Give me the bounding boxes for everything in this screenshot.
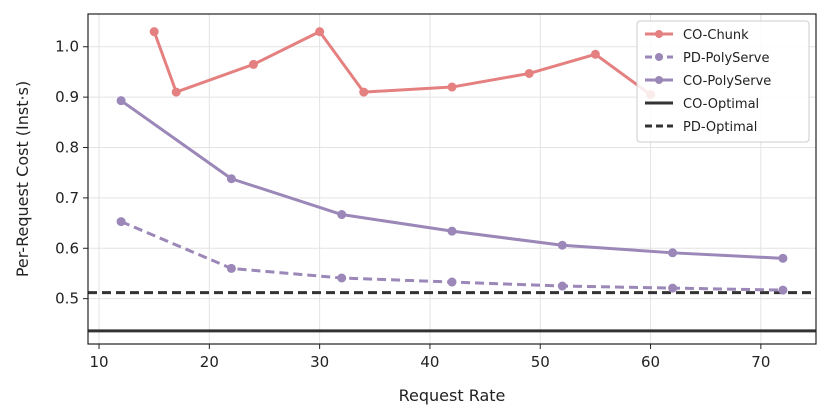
axis-ticks: 10 20 30 40 50 60 70 0.5 0.6 0.7 0.8 0.9 1.0 xyxy=(55,38,770,371)
data-point xyxy=(359,87,369,97)
data-point xyxy=(447,226,457,236)
legend-marker xyxy=(655,76,663,84)
data-point xyxy=(315,27,325,37)
data-point xyxy=(447,82,457,92)
data-point xyxy=(116,217,126,227)
legend-marker xyxy=(655,53,663,61)
data-point xyxy=(557,240,567,250)
legend-label: PD-PolyServe xyxy=(683,51,769,66)
data-point xyxy=(557,281,567,291)
reference-lines xyxy=(88,291,816,333)
legend-label: CO-Optimal xyxy=(683,97,759,112)
data-point xyxy=(447,277,457,287)
legend-label: PD-Optimal xyxy=(683,120,757,135)
series-line xyxy=(152,30,652,96)
y-tick-label: 0.7 xyxy=(55,189,79,207)
legend-marker xyxy=(655,30,663,38)
data-point xyxy=(778,253,788,263)
legend-label: CO-Chunk xyxy=(683,28,749,43)
data-point xyxy=(524,68,534,78)
x-tick-label: 50 xyxy=(531,353,550,371)
y-tick-label: 0.5 xyxy=(55,290,79,308)
data-point xyxy=(248,59,258,69)
data-point xyxy=(171,87,181,97)
data-point xyxy=(116,96,126,106)
x-tick-label: 70 xyxy=(751,353,770,371)
plot-frame xyxy=(87,13,817,345)
y-axis-label: Per-Request Cost (Inst·s) xyxy=(13,81,32,277)
legend: CO-Chunk PD-PolyServe CO-PolyServe CO-Optim… xyxy=(636,20,810,143)
data-point xyxy=(778,285,788,295)
data-point xyxy=(226,174,236,184)
legend-box xyxy=(636,20,810,143)
x-tick-label: 40 xyxy=(420,353,439,371)
x-tick-label: 30 xyxy=(310,353,329,371)
y-tick-label: 1.0 xyxy=(55,38,79,56)
data-point xyxy=(668,248,678,258)
x-tick-label: 20 xyxy=(200,353,219,371)
data-point xyxy=(337,273,347,283)
x-tick-label: 60 xyxy=(641,353,660,371)
y-tick-label: 0.9 xyxy=(55,88,79,106)
y-tick-label: 0.8 xyxy=(55,139,79,157)
legend-label: CO-PolyServe xyxy=(683,74,771,89)
data-point xyxy=(149,27,159,37)
series-lines xyxy=(116,27,788,295)
x-axis-label: Request Rate xyxy=(399,386,506,405)
data-point xyxy=(668,283,678,293)
data-point xyxy=(337,210,347,220)
data-point xyxy=(226,263,236,273)
data-point xyxy=(590,49,600,59)
y-tick-label: 0.6 xyxy=(55,239,79,257)
x-tick-label: 10 xyxy=(89,353,108,371)
